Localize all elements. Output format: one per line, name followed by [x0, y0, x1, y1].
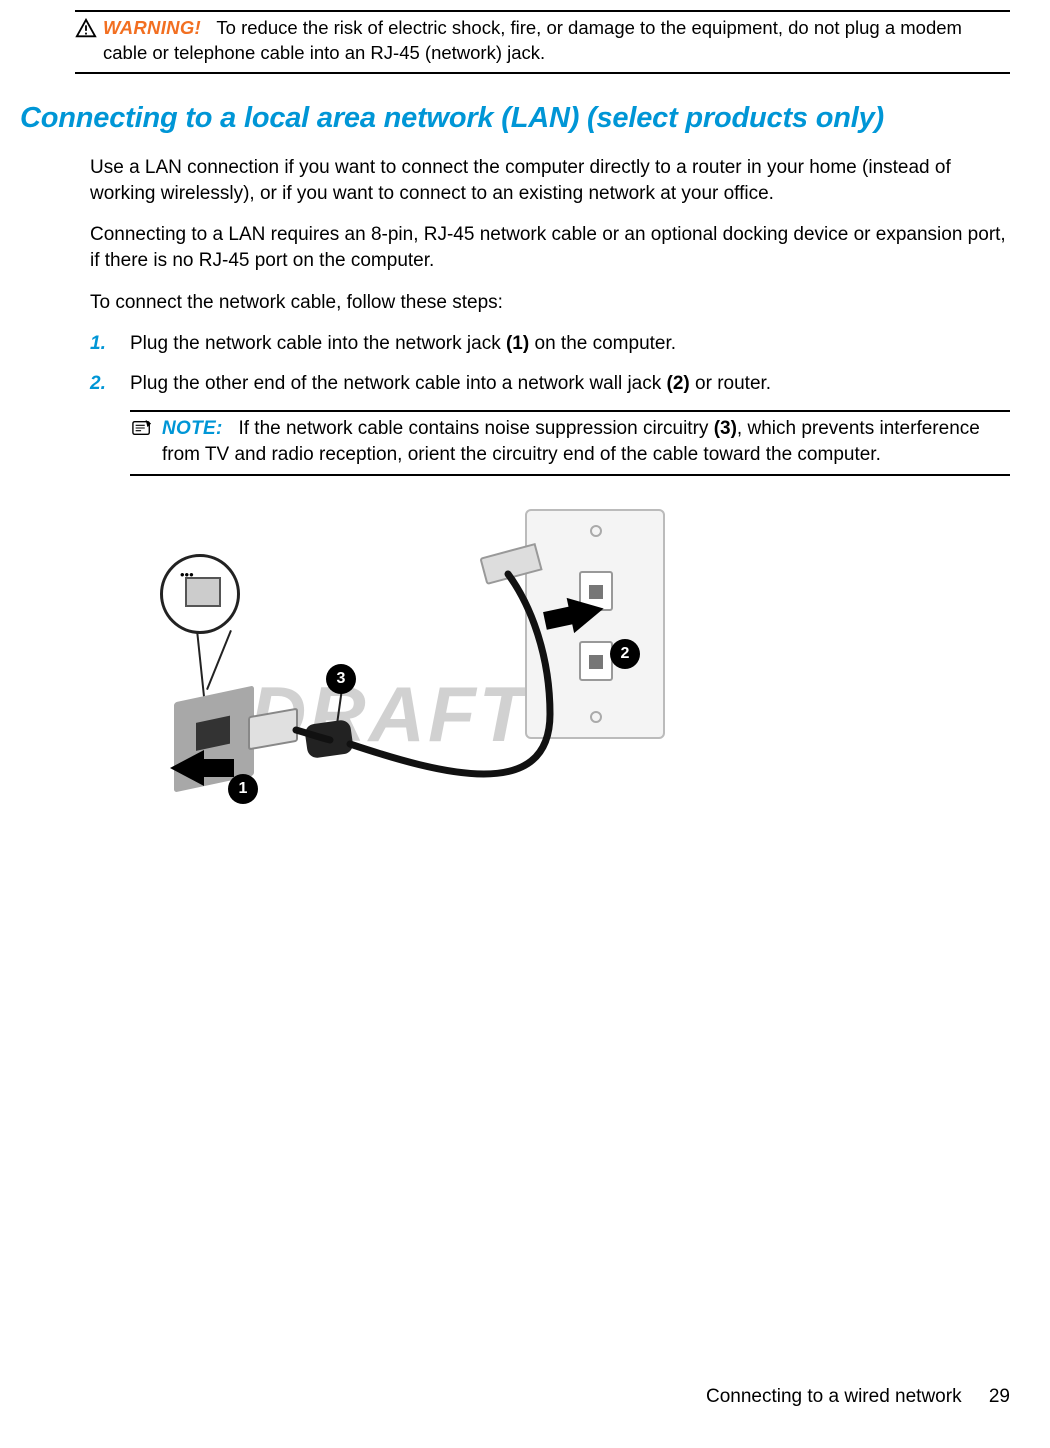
- step-number: 1.: [90, 331, 130, 357]
- step-text: Plug the other end of the network cable …: [130, 371, 771, 397]
- callout-badge-3: 3: [326, 664, 356, 694]
- network-jack-detail: [160, 554, 240, 634]
- page-footer: Connecting to a wired network 29: [706, 1386, 1010, 1408]
- step-item: 2. Plug the other end of the network cab…: [90, 371, 1010, 397]
- paragraph: Use a LAN connection if you want to conn…: [90, 155, 1010, 206]
- lan-illustration: DRAFT •••: [130, 494, 690, 894]
- note-text: NOTE: If the network cable contains nois…: [162, 416, 1010, 467]
- step-text: Plug the network cable into the network …: [130, 331, 676, 357]
- steps-list: 1. Plug the network cable into the netwo…: [90, 331, 1010, 396]
- note-icon: [130, 418, 156, 443]
- noise-suppression-ferrite: [304, 719, 354, 759]
- warning-icon: [75, 18, 99, 45]
- warning-text: WARNING! To reduce the risk of electric …: [103, 16, 1010, 66]
- arrow-to-computer-icon: [170, 750, 204, 786]
- warning-label: WARNING!: [103, 17, 201, 38]
- network-glyph: •••: [180, 567, 194, 582]
- arrow-to-wall-icon: [567, 591, 608, 633]
- footer-section-title: Connecting to a wired network: [706, 1386, 962, 1407]
- note-label: NOTE:: [162, 418, 223, 439]
- paragraph: To connect the network cable, follow the…: [90, 290, 1010, 316]
- warning-body: To reduce the risk of electric shock, fi…: [103, 17, 962, 63]
- paragraph: Connecting to a LAN requires an 8-pin, R…: [90, 222, 1010, 273]
- note-callout: NOTE: If the network cable contains nois…: [130, 410, 1010, 475]
- page-number: 29: [989, 1386, 1010, 1407]
- section-heading: Connecting to a local area network (LAN)…: [20, 102, 1010, 135]
- callout-badge-1: 1: [228, 774, 258, 804]
- step-item: 1. Plug the network cable into the netwo…: [90, 331, 1010, 357]
- callout-badge-2: 2: [610, 639, 640, 669]
- step-number: 2.: [90, 371, 130, 397]
- warning-callout: WARNING! To reduce the risk of electric …: [75, 10, 1010, 74]
